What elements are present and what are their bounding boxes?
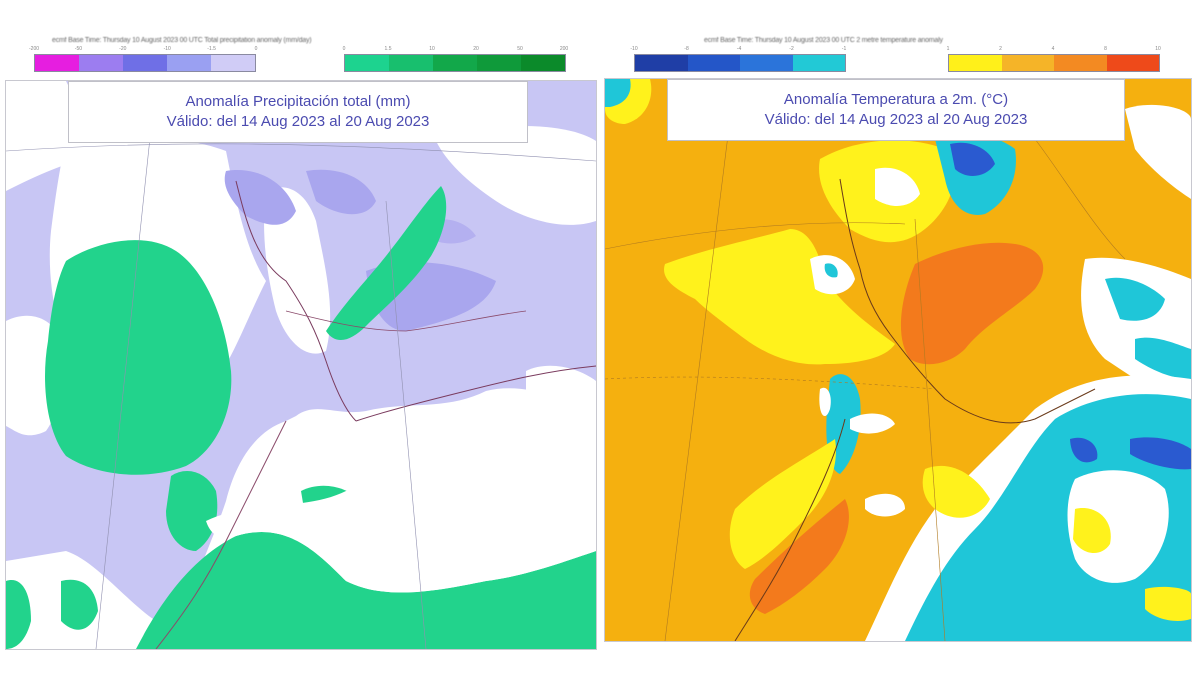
temperature-map-shading: [605, 79, 1191, 641]
temperature-legend-caption: ecmf Base Time: Thursday 10 August 2023 …: [704, 37, 943, 44]
tick: -8: [684, 46, 689, 52]
legend-swatch: [949, 55, 1002, 71]
legend-swatch: [687, 55, 740, 71]
temperature-map-title: Anomalía Temperatura a 2m. (°C) Válido: …: [667, 79, 1125, 141]
tick: 0: [254, 46, 258, 52]
tick: -50: [74, 46, 83, 52]
tick: -2: [789, 46, 794, 52]
legend-swatch: [1106, 55, 1159, 71]
tick: -10: [630, 46, 638, 52]
legend-swatch: [35, 55, 79, 71]
tick: -10: [163, 46, 171, 52]
precipitation-positive-ticks: 0 1.5 10 20 50 200: [342, 46, 569, 54]
tick: 10: [1155, 46, 1161, 52]
tick: -1: [841, 46, 847, 52]
tick: 1.5: [384, 46, 392, 52]
temperature-title-line2: Válido: del 14 Aug 2023 al 20 Aug 2023: [764, 111, 1028, 128]
legend-swatch: [521, 55, 565, 71]
temperature-map[interactable]: Anomalía Temperatura a 2m. (°C) Válido: …: [604, 78, 1192, 642]
tick: -1.5: [207, 46, 216, 52]
tick: 0: [342, 46, 346, 52]
tick: 4: [1051, 46, 1055, 52]
temperature-negative-ticks: -10 -8 -4 -2 -1: [630, 46, 847, 54]
temperature-positive-ticks: 1 2 4 8 10: [946, 46, 1161, 54]
legend-swatch: [345, 55, 389, 71]
legend-swatch: [79, 55, 123, 71]
legend-swatch: [1001, 55, 1054, 71]
tick: -200: [28, 46, 40, 52]
precipitation-anomaly-panel: ecmf Base Time: Thursday 10 August 2023 …: [5, 37, 597, 650]
precipitation-negative-colorbar: [34, 54, 256, 72]
precipitation-legend-caption: ecmf Base Time: Thursday 10 August 2023 …: [52, 37, 312, 44]
precipitation-positive-colorbar: [344, 54, 566, 72]
tick: 50: [517, 46, 523, 52]
legend-swatch: [477, 55, 521, 71]
tick: 200: [559, 46, 569, 52]
precipitation-map[interactable]: Anomalía Precipitación total (mm) Válido…: [5, 80, 597, 650]
precipitation-map-shading: [6, 81, 596, 649]
precipitation-title-line1: Anomalía Precipitación total (mm): [185, 93, 411, 110]
legend-swatch: [211, 55, 255, 71]
tick: 2: [999, 46, 1002, 52]
legend-swatch: [740, 55, 793, 71]
tick: 20: [473, 46, 479, 52]
temperature-positive-colorbar: [948, 54, 1160, 72]
tick: 1: [946, 46, 950, 52]
precipitation-map-title: Anomalía Precipitación total (mm) Válido…: [68, 81, 528, 143]
temperature-title-line1: Anomalía Temperatura a 2m. (°C): [783, 91, 1009, 108]
legend-swatch: [635, 55, 688, 71]
legend-swatch: [167, 55, 211, 71]
legend-swatch: [389, 55, 433, 71]
temperature-negative-colorbar: [634, 54, 846, 72]
legend-swatch: [1054, 55, 1107, 71]
tick: -4: [736, 46, 742, 52]
tick: -20: [119, 46, 127, 52]
tick: 10: [429, 46, 435, 52]
legend-swatch: [123, 55, 167, 71]
precipitation-negative-ticks: -200 -50 -20 -10 -1.5 0: [29, 46, 258, 54]
tick: 8: [1104, 46, 1107, 52]
temperature-anomaly-panel: ecmf Base Time: Thursday 10 August 2023 …: [600, 0, 1200, 675]
precipitation-title-line2: Válido: del 14 Aug 2023 al 20 Aug 2023: [166, 113, 430, 130]
legend-swatch: [433, 55, 477, 71]
legend-swatch: [792, 55, 845, 71]
